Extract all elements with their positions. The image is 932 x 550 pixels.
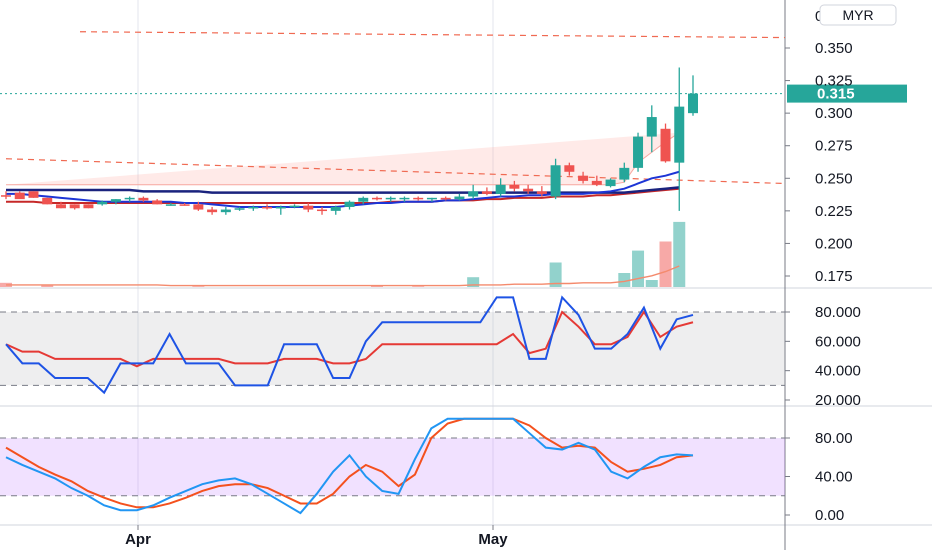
candle-body bbox=[289, 205, 300, 208]
price-tick-label: 0.200 bbox=[815, 235, 853, 252]
red-moving-average bbox=[6, 187, 680, 205]
candle-body bbox=[385, 197, 396, 200]
upper-band-line bbox=[6, 132, 680, 186]
time-tick-label: Apr bbox=[125, 531, 151, 548]
candle-body bbox=[358, 197, 369, 202]
volume-bar bbox=[632, 250, 645, 287]
time-tick-label: May bbox=[478, 531, 508, 548]
oscillator-series-line bbox=[5, 310, 694, 368]
oscillator-series-line bbox=[5, 417, 694, 509]
volume-bar bbox=[645, 280, 658, 287]
price-tick-label: 0.325 bbox=[815, 73, 853, 90]
slow-moving-average bbox=[6, 186, 680, 194]
volume-bar bbox=[673, 221, 686, 287]
oscillator-tick-label: 60.000 bbox=[815, 333, 861, 350]
candle-body bbox=[83, 204, 94, 209]
last-price-badge bbox=[787, 84, 907, 103]
volume-bar bbox=[412, 286, 425, 287]
candle-body bbox=[165, 204, 176, 206]
candle-body bbox=[179, 204, 190, 206]
candle-body bbox=[564, 165, 575, 172]
price-tick-label: 0.175 bbox=[815, 268, 853, 285]
candle-body bbox=[69, 204, 80, 209]
candle-body bbox=[234, 208, 245, 210]
oscillator-tick-label: 80.000 bbox=[815, 304, 861, 321]
price-tick-label: 0.350 bbox=[815, 40, 853, 57]
price-tick-label: 0.250 bbox=[815, 170, 853, 187]
currency-label: MYR bbox=[842, 7, 873, 23]
oscillator-series-line bbox=[5, 417, 694, 515]
oscillator-band bbox=[0, 438, 785, 496]
oscillator-series-line bbox=[5, 295, 694, 395]
candle-body bbox=[619, 167, 630, 180]
candle-body bbox=[371, 197, 382, 200]
volume-bar bbox=[618, 273, 631, 287]
candle-body bbox=[536, 191, 547, 194]
candle-body bbox=[14, 192, 25, 200]
volume-moving-average bbox=[6, 265, 680, 287]
candle-body bbox=[578, 175, 589, 181]
candle-body bbox=[646, 117, 657, 137]
oscillator-tick-label: 20.000 bbox=[815, 392, 861, 409]
candle-body bbox=[633, 136, 644, 168]
oscillator-tick-label: 40.00 bbox=[815, 469, 853, 486]
candle-body bbox=[399, 197, 410, 200]
volume-bar bbox=[192, 286, 205, 287]
candle-body bbox=[413, 197, 424, 200]
candle-body bbox=[426, 197, 437, 200]
channel-fill bbox=[6, 132, 680, 185]
candle-body bbox=[481, 191, 492, 194]
candle-body bbox=[688, 93, 698, 114]
candle-body bbox=[138, 197, 149, 201]
candle-body bbox=[55, 204, 66, 209]
candle-body bbox=[97, 201, 108, 205]
candle-body bbox=[248, 206, 259, 209]
price-tick-label: 0.300 bbox=[815, 105, 853, 122]
candle-body bbox=[262, 206, 273, 209]
candle-body bbox=[28, 191, 39, 198]
candle-body bbox=[344, 201, 355, 207]
candle-body bbox=[495, 184, 506, 194]
volume-bar bbox=[467, 277, 480, 287]
candle-body bbox=[193, 204, 204, 210]
price-tick-label: 0.275 bbox=[815, 138, 853, 155]
candle-body bbox=[330, 206, 341, 211]
candle-body bbox=[207, 209, 218, 213]
candle-body bbox=[523, 188, 534, 192]
volume-bar bbox=[659, 241, 672, 287]
candle-body bbox=[660, 128, 671, 162]
price-tick-label-top: 0 bbox=[815, 8, 823, 25]
candle-body bbox=[317, 209, 328, 212]
candle-body bbox=[674, 106, 685, 163]
candle-body bbox=[454, 196, 465, 200]
oscillator-band bbox=[0, 312, 785, 386]
candle-body bbox=[152, 200, 163, 205]
candle-body bbox=[591, 180, 602, 185]
volume-bar bbox=[41, 284, 54, 287]
volume-bar bbox=[549, 262, 562, 287]
oscillator-tick-label: 0.00 bbox=[815, 507, 844, 524]
candle-body bbox=[220, 209, 231, 213]
dashed-trendline-lower bbox=[5, 158, 786, 185]
candle-body bbox=[124, 197, 135, 200]
dashed-trendline-upper bbox=[79, 31, 786, 39]
candle-body bbox=[468, 191, 479, 197]
candle-body bbox=[275, 206, 286, 209]
oscillator-tick-label: 40.000 bbox=[815, 363, 861, 380]
candle-body bbox=[509, 184, 520, 189]
candle-body bbox=[42, 197, 53, 205]
candle-body bbox=[1, 195, 11, 197]
candle-body bbox=[303, 205, 314, 210]
currency-box bbox=[819, 4, 897, 26]
candle-body bbox=[110, 199, 121, 202]
oscillator-tick-label: 80.00 bbox=[815, 430, 853, 447]
last-price-label: 0.315 bbox=[817, 86, 855, 103]
candle-body bbox=[440, 197, 451, 200]
price-tick-label: 0.225 bbox=[815, 203, 853, 220]
candle-body bbox=[605, 179, 616, 187]
candle-body bbox=[550, 165, 561, 197]
